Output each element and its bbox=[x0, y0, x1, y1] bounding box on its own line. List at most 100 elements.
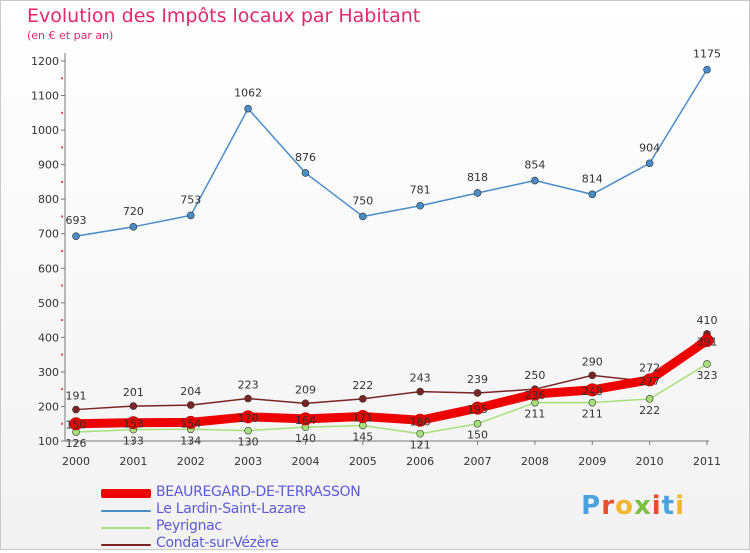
data-label-3: 250 bbox=[524, 369, 545, 382]
data-point-2 bbox=[703, 360, 711, 368]
legend-label: BEAUREGARD-DE-TERRASSON bbox=[156, 484, 361, 500]
y-tick-label: 700 bbox=[38, 228, 59, 241]
data-label-0: 153 bbox=[123, 418, 144, 431]
data-label-0: 195 bbox=[467, 403, 488, 416]
data-point-1 bbox=[473, 189, 482, 197]
data-point-3 bbox=[416, 387, 424, 396]
data-label-1: 753 bbox=[180, 193, 201, 206]
legend-swatch bbox=[101, 489, 151, 498]
logo-letter: P bbox=[581, 491, 602, 521]
data-label-0: 236 bbox=[524, 389, 545, 402]
y-tick-label: 100 bbox=[38, 435, 59, 448]
data-label-3: 209 bbox=[295, 383, 316, 396]
x-tick-label: 2001 bbox=[119, 455, 147, 468]
data-label-3: 204 bbox=[180, 385, 201, 398]
data-label-0: 164 bbox=[295, 414, 316, 427]
legend-label: Condat-sur-Vézère bbox=[156, 535, 279, 551]
data-label-2: 134 bbox=[180, 434, 201, 447]
data-point-3 bbox=[473, 389, 482, 397]
data-point-1 bbox=[531, 176, 539, 185]
y-minor-tick bbox=[61, 319, 63, 322]
y-minor-tick bbox=[61, 422, 63, 425]
legend-swatch bbox=[101, 544, 151, 546]
data-point-2 bbox=[473, 419, 482, 428]
y-tick-label: 1000 bbox=[31, 124, 59, 137]
data-point-0 bbox=[241, 410, 255, 424]
data-point-1 bbox=[645, 159, 654, 168]
y-tick-label: 300 bbox=[38, 366, 59, 379]
data-label-1: 1062 bbox=[234, 87, 262, 100]
x-tick-label: 2010 bbox=[636, 455, 664, 468]
data-label-0: 170 bbox=[238, 412, 259, 425]
logo-letter: i bbox=[651, 491, 662, 521]
data-label-1: 1175 bbox=[693, 48, 721, 61]
data-label-1: 781 bbox=[410, 184, 431, 197]
chart-title: Evolution des Impôts locaux par Habitant bbox=[27, 5, 421, 27]
data-point-1 bbox=[359, 212, 367, 221]
y-minor-tick bbox=[61, 215, 63, 218]
y-minor-tick bbox=[61, 353, 63, 356]
data-label-0: 171 bbox=[352, 411, 373, 424]
data-label-2: 140 bbox=[295, 432, 316, 445]
chart-subtitle: (en € et par an) bbox=[27, 29, 114, 42]
data-point-2 bbox=[645, 395, 654, 403]
data-point-1 bbox=[301, 169, 310, 177]
y-tick-label: 1100 bbox=[31, 90, 59, 103]
y-tick-label: 900 bbox=[38, 159, 59, 172]
data-label-2: 222 bbox=[639, 404, 660, 417]
data-point-0 bbox=[298, 412, 312, 426]
y-minor-tick bbox=[61, 146, 63, 149]
series-line-0 bbox=[71, 335, 712, 429]
data-point-0 bbox=[528, 387, 542, 401]
x-tick-label: 2009 bbox=[578, 455, 606, 468]
proxiti-logo: Proxiti bbox=[581, 491, 685, 521]
data-label-2: 130 bbox=[238, 436, 259, 449]
legend-swatch bbox=[101, 510, 151, 512]
data-point-1 bbox=[72, 232, 80, 240]
y-tick-label: 400 bbox=[38, 331, 59, 344]
legend-label: Le Lardin-Saint-Lazare bbox=[156, 501, 306, 517]
logo-letter: r bbox=[601, 491, 616, 521]
data-label-1: 818 bbox=[467, 171, 488, 184]
series-line-1 bbox=[75, 68, 708, 237]
data-label-1: 750 bbox=[352, 194, 373, 207]
data-label-2: 126 bbox=[66, 437, 87, 450]
data-point-3 bbox=[186, 401, 195, 409]
y-minor-tick bbox=[61, 180, 63, 183]
data-label-2: 211 bbox=[524, 408, 545, 421]
data-label-2: 150 bbox=[467, 429, 488, 442]
y-minor-tick bbox=[61, 388, 63, 391]
data-label-1: 904 bbox=[639, 141, 660, 154]
data-label-3: 223 bbox=[238, 379, 259, 392]
x-tick-label: 2000 bbox=[62, 455, 90, 468]
data-label-1: 876 bbox=[295, 151, 316, 164]
data-point-2 bbox=[416, 429, 424, 438]
series-line-3 bbox=[75, 333, 708, 411]
data-point-1 bbox=[129, 223, 138, 231]
logo-letter: i bbox=[675, 491, 685, 521]
x-tick-label: 2003 bbox=[234, 455, 262, 468]
data-point-2 bbox=[588, 398, 597, 407]
data-point-1 bbox=[244, 104, 252, 113]
data-label-0: 248 bbox=[582, 385, 603, 398]
data-point-3 bbox=[129, 402, 138, 410]
x-tick-label: 2005 bbox=[349, 455, 377, 468]
data-label-2: 145 bbox=[352, 430, 373, 443]
data-label-0: 160 bbox=[410, 415, 431, 428]
y-minor-tick bbox=[61, 77, 63, 80]
data-point-1 bbox=[703, 65, 711, 74]
data-point-3 bbox=[72, 405, 80, 414]
data-point-0 bbox=[413, 413, 427, 427]
data-label-1: 720 bbox=[123, 205, 144, 218]
data-point-3 bbox=[244, 394, 252, 403]
data-point-0 bbox=[471, 401, 485, 415]
data-label-3: 410 bbox=[697, 314, 718, 327]
x-tick-label: 2008 bbox=[521, 455, 549, 468]
data-label-2: 133 bbox=[123, 435, 144, 448]
data-label-0: 391 bbox=[697, 335, 718, 348]
data-point-0 bbox=[69, 417, 83, 431]
data-label-3: 222 bbox=[352, 379, 373, 392]
data-label-2: 323 bbox=[697, 369, 718, 382]
